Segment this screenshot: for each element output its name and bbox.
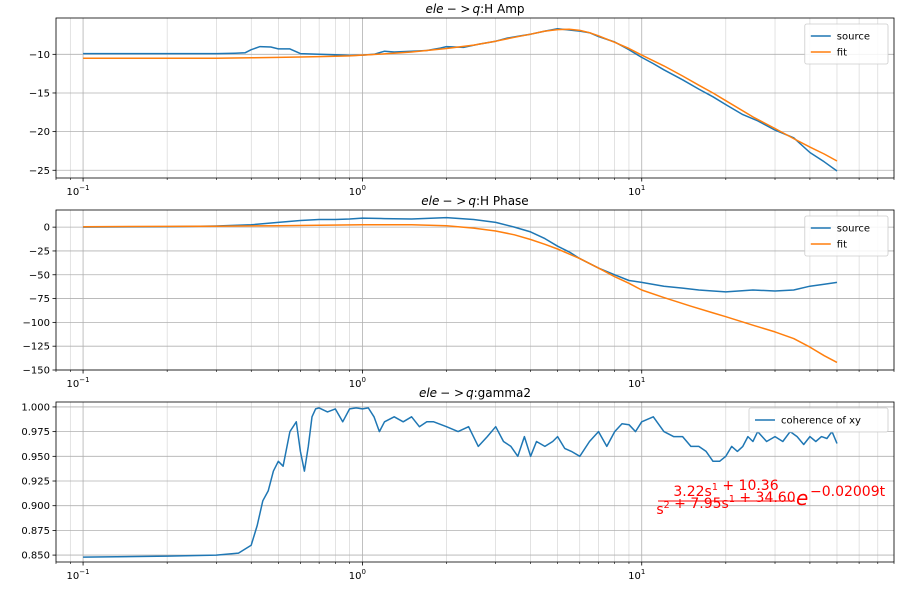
legend-label: source bbox=[837, 32, 870, 43]
series-group bbox=[83, 216, 838, 364]
y-tick-label: 0 bbox=[44, 223, 50, 234]
y-tick-label: −20 bbox=[29, 127, 50, 138]
y-tick-label: 0.875 bbox=[21, 526, 50, 537]
y-tick-label: 0.950 bbox=[21, 452, 50, 463]
y-tick-label: −15 bbox=[29, 88, 50, 99]
exp-power: −0.02009t bbox=[810, 484, 886, 500]
x-tick-label: 100 bbox=[349, 184, 366, 198]
legend: source fit bbox=[804, 215, 889, 257]
series-line-source bbox=[83, 216, 838, 293]
annotation-text: s2 + 7.95s1 + 34.60 bbox=[656, 490, 795, 518]
x-tick-label: 101 bbox=[628, 376, 645, 390]
y-tick-label: −50 bbox=[29, 270, 50, 281]
y-tick-label: −100 bbox=[23, 318, 50, 329]
x-tick-label: 10−1 bbox=[67, 568, 90, 582]
series-line-fit bbox=[83, 28, 838, 162]
y-tick-label: 1.000 bbox=[21, 402, 50, 413]
series-line-coherence-of-xy bbox=[83, 407, 838, 558]
legend: source fit bbox=[804, 23, 889, 65]
legend-box bbox=[804, 215, 889, 257]
series-group bbox=[83, 28, 838, 172]
y-tick-label: 0.975 bbox=[21, 427, 50, 438]
x-tick-label: 101 bbox=[628, 568, 645, 582]
y-tick-label: 0.850 bbox=[21, 551, 50, 562]
chart-title: ele − > q:H Amp bbox=[425, 2, 524, 16]
chart-panel-3: 10−1 100 101 0.850 0.875 0.900 0.925 0.950 0.975… bbox=[21, 386, 895, 582]
x-tick-label: 101 bbox=[628, 184, 645, 198]
legend-label: fit bbox=[837, 240, 847, 251]
x-tick-label: 100 bbox=[349, 376, 366, 390]
chart-title: ele − > q:H Phase bbox=[421, 194, 528, 208]
legend-label: source bbox=[837, 224, 870, 235]
chart-title: ele − > q:gamma2 bbox=[419, 386, 531, 400]
axes-frame bbox=[55, 401, 895, 563]
series-group bbox=[83, 407, 838, 558]
x-tick-label: 10−1 bbox=[67, 184, 90, 198]
x-tick-label: 10−1 bbox=[67, 376, 90, 390]
series-line-fit bbox=[83, 224, 838, 364]
chart-panel-1: 10−1 100 101 −25 −20 −15 −10 ele − > q:H Amp sourc… bbox=[29, 2, 895, 198]
legend-box bbox=[804, 23, 889, 65]
y-tick-label: 0.900 bbox=[21, 501, 50, 512]
axes-frame bbox=[55, 17, 895, 179]
y-tick-label: −25 bbox=[29, 166, 50, 177]
y-tick-label: −125 bbox=[23, 342, 50, 353]
legend: coherence of xy bbox=[748, 407, 889, 433]
y-tick-label: −10 bbox=[29, 50, 50, 61]
y-tick-label: 0.925 bbox=[21, 477, 50, 488]
chart-panel-2: 10−1 100 101 −150 −125 −100 −75 −50 −25 0 ele − > q:… bbox=[23, 194, 895, 390]
x-tick-label: 100 bbox=[349, 568, 366, 582]
legend-label: fit bbox=[837, 48, 847, 59]
legend-box bbox=[748, 407, 889, 433]
y-tick-label: −25 bbox=[29, 246, 50, 257]
y-tick-label: −150 bbox=[23, 366, 50, 377]
annotation-text: 3.22s1 + 10.36 bbox=[673, 478, 778, 500]
axes-frame bbox=[55, 209, 895, 371]
legend-label: coherence of xy bbox=[781, 416, 861, 427]
exp-base: e bbox=[796, 486, 808, 510]
grid bbox=[55, 18, 895, 178]
y-tick-label: −75 bbox=[29, 294, 50, 305]
